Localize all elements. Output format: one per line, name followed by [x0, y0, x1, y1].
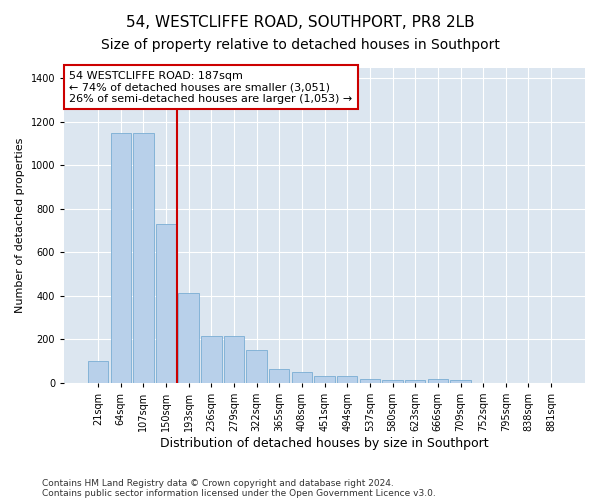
- Bar: [133, 133, 154, 383]
- Text: 54, WESTCLIFFE ROAD, SOUTHPORT, PR8 2LB: 54, WESTCLIFFE ROAD, SOUTHPORT, PR8 2LB: [125, 15, 475, 30]
- Text: Contains HM Land Registry data © Crown copyright and database right 2024.: Contains HM Land Registry data © Crown c…: [42, 478, 394, 488]
- Bar: [292, 372, 312, 383]
- Bar: [314, 376, 335, 383]
- Bar: [224, 336, 244, 383]
- Bar: [382, 380, 403, 383]
- Y-axis label: Number of detached properties: Number of detached properties: [15, 138, 25, 313]
- Bar: [201, 336, 221, 383]
- Bar: [428, 378, 448, 383]
- X-axis label: Distribution of detached houses by size in Southport: Distribution of detached houses by size …: [160, 437, 489, 450]
- Bar: [156, 224, 176, 383]
- Bar: [405, 380, 425, 383]
- Bar: [88, 361, 108, 383]
- Bar: [110, 133, 131, 383]
- Bar: [269, 369, 289, 383]
- Text: Size of property relative to detached houses in Southport: Size of property relative to detached ho…: [101, 38, 499, 52]
- Text: Contains public sector information licensed under the Open Government Licence v3: Contains public sector information licen…: [42, 488, 436, 498]
- Bar: [360, 378, 380, 383]
- Bar: [178, 292, 199, 383]
- Bar: [451, 380, 471, 383]
- Text: 54 WESTCLIFFE ROAD: 187sqm
← 74% of detached houses are smaller (3,051)
26% of s: 54 WESTCLIFFE ROAD: 187sqm ← 74% of deta…: [70, 70, 353, 104]
- Bar: [247, 350, 267, 383]
- Bar: [337, 376, 358, 383]
